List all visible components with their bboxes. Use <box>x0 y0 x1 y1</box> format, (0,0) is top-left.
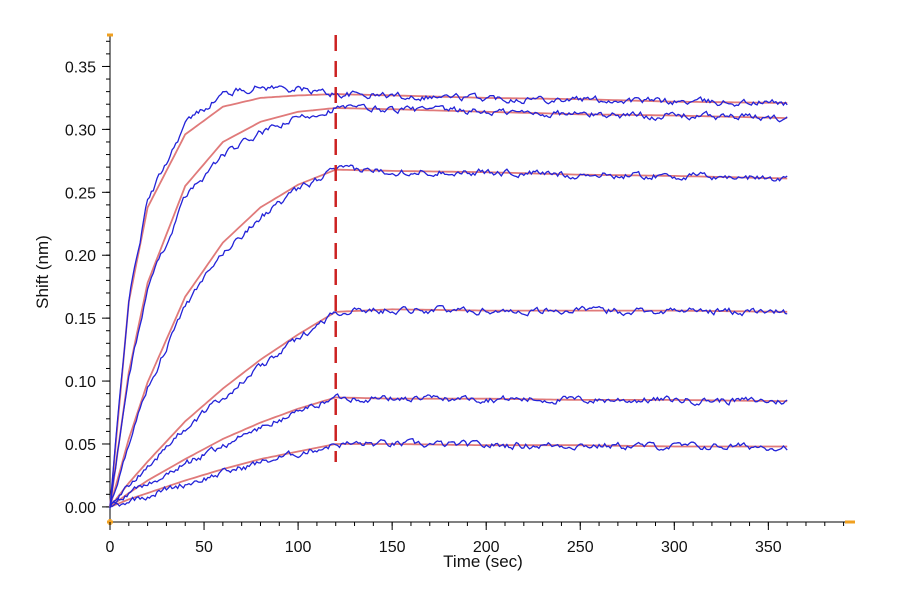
data-trace-4 <box>109 304 788 508</box>
y-tick-label: 0.35 <box>65 59 96 76</box>
data-traces-layer <box>109 84 788 509</box>
y-tick-label: 0.15 <box>65 311 96 328</box>
x-tick-label: 350 <box>755 539 782 556</box>
x-tick-label: 150 <box>379 539 406 556</box>
x-tick-label: 250 <box>567 539 594 556</box>
data-trace-5 <box>109 393 788 508</box>
x-tick-label: 50 <box>195 539 213 556</box>
y-tick-label: 0.05 <box>65 437 96 454</box>
x-tick-label: 0 <box>106 539 115 556</box>
fit-curve-5 <box>109 396 788 508</box>
y-tick-label: 0.30 <box>65 122 96 139</box>
x-axis-label: Time (sec) <box>443 552 523 571</box>
data-trace-6 <box>109 438 788 508</box>
y-axis-label: Shift (nm) <box>33 235 52 309</box>
data-trace-1 <box>109 84 788 507</box>
fit-curve-3 <box>109 168 788 508</box>
y-tick-label: 0.00 <box>65 500 96 517</box>
y-tick-label: 0.25 <box>65 185 96 202</box>
fit-curve-4 <box>109 308 788 508</box>
y-tick-label: 0.20 <box>65 248 96 265</box>
data-trace-3 <box>109 164 788 509</box>
data-trace-2 <box>109 103 788 509</box>
x-tick-label: 300 <box>661 539 688 556</box>
x-tick-label: 200 <box>473 539 500 556</box>
fit-curves-layer <box>109 93 788 508</box>
y-tick-label: 0.10 <box>65 374 96 391</box>
axes-layer: 0.00 0.05 0.10 0.15 0.20 0.25 0.30 0.35 0 50 100 15… <box>65 33 855 556</box>
x-tick-label: 100 <box>285 539 312 556</box>
